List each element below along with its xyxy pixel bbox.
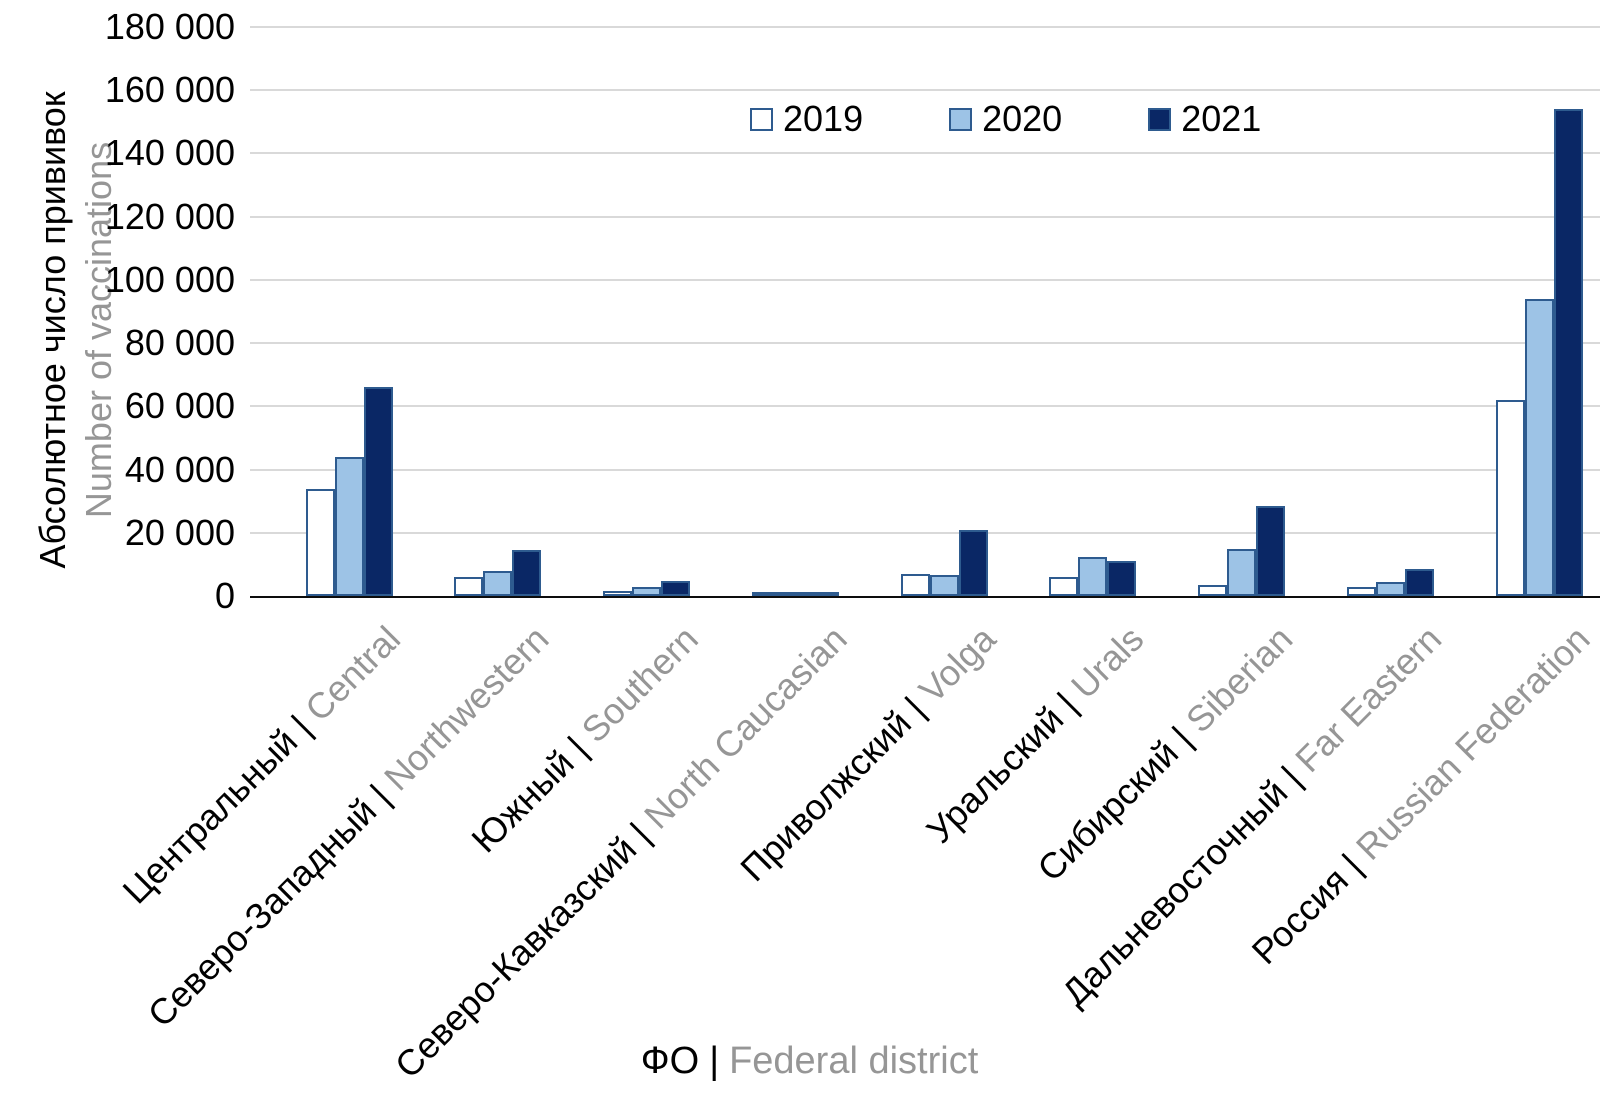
- x-category-label-en: Siberian: [1178, 618, 1301, 741]
- bar-2021-russian-federation: [1553, 109, 1583, 596]
- bar-2019-siberian: [1198, 584, 1227, 596]
- bar-2021-central: [363, 387, 393, 596]
- x-category-label-ru: Уральский: [918, 698, 1072, 851]
- bar-2019-volga: [900, 573, 930, 596]
- gridline-160000: [250, 89, 1600, 92]
- y-tick-label-0: 0: [214, 575, 235, 616]
- legend-item-2021: 2021: [1148, 98, 1261, 140]
- bar-2021-northwestern: [512, 550, 542, 596]
- x-category-label-central: Центральный|Central: [114, 618, 408, 912]
- legend-item-2019: 2019: [750, 98, 863, 140]
- x-category-label-volga: Приволжский|Volga: [732, 618, 1004, 890]
- gridline-80000: [250, 342, 1600, 345]
- x-axis-title-en: Federal district: [729, 1040, 979, 1082]
- y-axis-title-ru: Абсолютное число прививок: [31, 91, 73, 569]
- y-tick-label-120000: 120 000: [104, 195, 235, 237]
- bar-2020-central: [334, 456, 364, 596]
- bar-2019-north-caucasian: [751, 592, 781, 596]
- x-category-label-ru: Южный: [463, 742, 582, 861]
- legend-swatch-2021: [1148, 107, 1172, 131]
- bar-2019-russian-federation: [1495, 400, 1525, 596]
- x-category-label-ru: Северо-Кавказский: [386, 828, 644, 1086]
- x-category-label-siberian: Сибирский|Siberian: [1029, 618, 1301, 890]
- bar-2020-siberian: [1227, 548, 1256, 596]
- bar-2020-russian-federation: [1524, 298, 1554, 596]
- legend-label-2019: 2019: [783, 98, 864, 139]
- x-category-label-en: Southern: [573, 618, 706, 751]
- gridline-180000: [250, 26, 1600, 28]
- legend-swatch-2019: [750, 107, 773, 131]
- legend-label-2021: 2021: [1181, 98, 1262, 139]
- gridline-20000: [250, 531, 1600, 534]
- bar-2020-far-eastern: [1375, 581, 1405, 596]
- legend: 2019 2020 2021: [750, 98, 1261, 140]
- y-tick-label-140000: 140 000: [104, 132, 235, 174]
- bar-2020-volga: [929, 575, 959, 596]
- bar-2021-siberian: [1256, 505, 1285, 596]
- x-axis-title-ru: ФО: [640, 1040, 700, 1082]
- x-category-label-ru: Россия: [1244, 859, 1357, 972]
- bar-2019-urals: [1049, 577, 1079, 596]
- bar-2019-central: [305, 488, 335, 596]
- gridline-120000: [250, 215, 1600, 218]
- legend-swatch-2020: [949, 107, 973, 131]
- bar-2019-far-eastern: [1346, 586, 1376, 596]
- bar-2021-far-eastern: [1404, 569, 1434, 596]
- y-tick-label-20000: 20 000: [124, 511, 235, 553]
- legend-item-2020: 2020: [949, 98, 1062, 140]
- x-axis-title-separator: |: [709, 1040, 720, 1082]
- bar-2019-southern: [603, 591, 632, 596]
- bar-2021-urals: [1107, 561, 1137, 596]
- x-category-label-en: Central: [296, 618, 408, 730]
- bar-2019-northwestern: [454, 577, 484, 596]
- bar-2021-volga: [958, 529, 988, 596]
- bar-2020-urals: [1078, 557, 1108, 596]
- bar-2020-north-caucasian: [780, 592, 810, 596]
- y-tick-label-60000: 60 000: [124, 385, 235, 427]
- y-tick-label-40000: 40 000: [124, 448, 235, 490]
- bar-2021-southern: [661, 581, 690, 596]
- gridline-100000: [250, 278, 1600, 281]
- gridline-40000: [250, 468, 1600, 471]
- x-axis-title: ФО | Federal district: [641, 1040, 979, 1083]
- y-tick-label-160000: 160 000: [104, 69, 235, 111]
- bar-2021-north-caucasian: [809, 592, 839, 596]
- x-category-label-en: Far Eastern: [1287, 618, 1450, 780]
- gridline-140000: [250, 152, 1600, 155]
- gridline-60000: [250, 405, 1600, 408]
- bar-2020-southern: [632, 587, 661, 596]
- x-category-label-ru: Сибирский: [1029, 732, 1187, 890]
- legend-label-2020: 2020: [982, 98, 1063, 139]
- y-tick-label-80000: 80 000: [124, 322, 235, 364]
- y-tick-label-100000: 100 000: [104, 258, 235, 300]
- plot-area: 2019 2020 2021: [250, 26, 1600, 598]
- bar-2020-northwestern: [483, 570, 513, 596]
- y-tick-label-180000: 180 000: [104, 6, 235, 47]
